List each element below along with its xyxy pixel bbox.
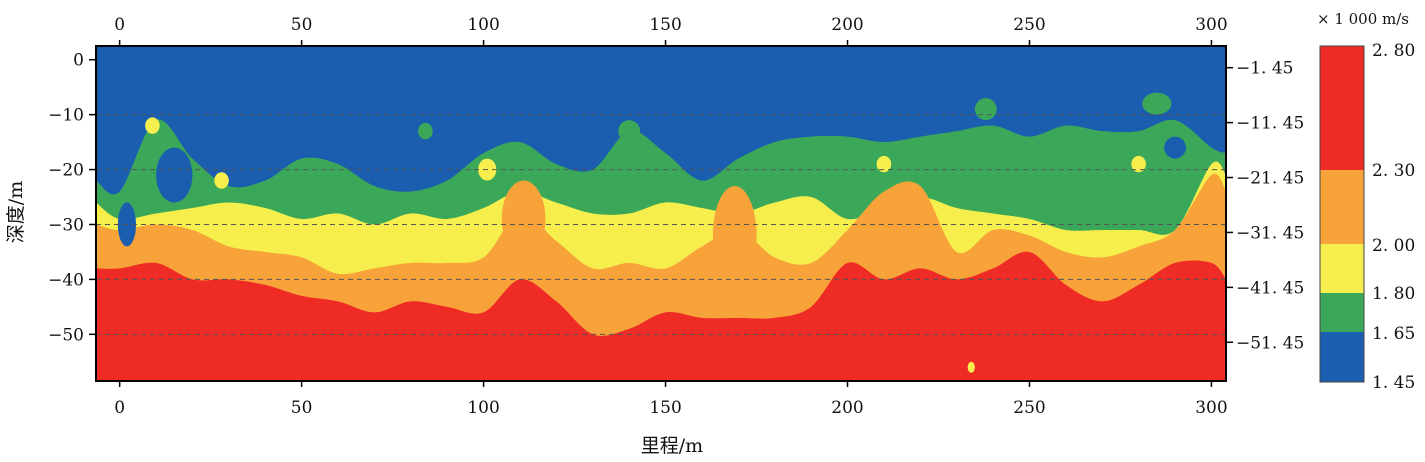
right-y-tick-label: −51. 45 xyxy=(1236,333,1304,353)
anomaly-11 xyxy=(1142,92,1172,115)
anomaly-3 xyxy=(501,180,546,258)
anomaly-4 xyxy=(712,186,757,285)
left-y-tick-label: 0 xyxy=(73,51,84,71)
left-y-tick-label: −30 xyxy=(48,215,84,235)
top-x-tick-label: 100 xyxy=(467,15,499,35)
left-y-axis: 0 −10 −20 −30 −40 −50 xyxy=(48,51,96,345)
anomaly-6 xyxy=(214,172,229,189)
bottom-x-axis: 0 50 100 150 200 250 300 xyxy=(114,381,1228,418)
colorbar-label: 1. 45 xyxy=(1372,373,1415,393)
left-y-tick-label: −50 xyxy=(48,325,84,345)
colorbar-segment xyxy=(1320,293,1364,332)
anomaly-12 xyxy=(974,98,997,121)
anomaly-13 xyxy=(618,120,641,143)
colorbar-label: 1. 80 xyxy=(1372,284,1415,304)
anomaly-1 xyxy=(156,147,193,203)
right-y-tick-label: −41. 45 xyxy=(1236,278,1304,298)
bottom-x-tick-label: 200 xyxy=(831,398,863,418)
top-x-tick-label: 0 xyxy=(114,15,125,35)
anomaly-5 xyxy=(145,117,160,134)
colorbar-label: 2. 80 xyxy=(1372,41,1415,61)
right-y-tick-label: −31. 45 xyxy=(1236,223,1304,243)
colorbar-segment xyxy=(1320,46,1364,170)
anomaly-15 xyxy=(967,361,975,373)
anomaly-10 xyxy=(1164,136,1186,159)
plot-frame xyxy=(95,45,1227,382)
anomaly-9 xyxy=(1131,155,1146,173)
anomaly-8 xyxy=(876,155,892,173)
colorbar-label: 2. 30 xyxy=(1372,161,1415,181)
bottom-x-tick-label: 300 xyxy=(1195,398,1227,418)
left-y-tick-label: −40 xyxy=(48,270,84,290)
colorbar-frame xyxy=(1319,45,1365,383)
y-axis-title: 深度/m xyxy=(5,181,27,243)
top-x-tick-label: 250 xyxy=(1013,15,1045,35)
right-y-tick-label: −1. 45 xyxy=(1236,59,1294,79)
velocity-anomalies xyxy=(117,92,1186,373)
colorbar-unit: × 1 000 m/s xyxy=(1317,10,1409,28)
colorbar-label: 2. 00 xyxy=(1372,236,1415,256)
top-x-axis: 0 50 100 150 200 250 300 xyxy=(114,15,1228,46)
anomaly-14 xyxy=(418,122,433,140)
colorbar-segment xyxy=(1320,170,1364,244)
left-y-tick-label: −10 xyxy=(48,106,84,126)
bottom-x-tick-label: 150 xyxy=(649,398,681,418)
top-x-tick-label: 50 xyxy=(291,15,313,35)
top-x-tick-label: 300 xyxy=(1195,15,1227,35)
left-y-tick-label: −20 xyxy=(48,161,84,181)
velocity-bands xyxy=(96,46,1226,381)
colorbar-segment xyxy=(1320,244,1364,293)
bottom-x-tick-label: 100 xyxy=(467,398,499,418)
top-x-tick-label: 150 xyxy=(649,15,681,35)
right-y-tick-label: −21. 45 xyxy=(1236,169,1304,189)
right-y-axis: −1. 45 −11. 45 −21. 45 −31. 45 −41. 45 −51. 4… xyxy=(1226,59,1304,353)
x-axis-title: 里程/m xyxy=(641,435,703,457)
colorbar-label: 1. 65 xyxy=(1372,324,1415,344)
band-2-30-2-80 xyxy=(96,251,1226,381)
bottom-x-tick-label: 0 xyxy=(114,398,125,418)
colorbar-segment xyxy=(1320,332,1364,382)
colorbar-legend: 2. 80 2. 30 2. 00 1. 80 1. 65 1. 45 xyxy=(1319,41,1415,393)
bottom-x-tick-label: 50 xyxy=(291,398,313,418)
right-y-tick-label: −11. 45 xyxy=(1236,114,1304,134)
top-x-tick-label: 200 xyxy=(831,15,863,35)
bottom-x-tick-label: 250 xyxy=(1013,398,1045,418)
